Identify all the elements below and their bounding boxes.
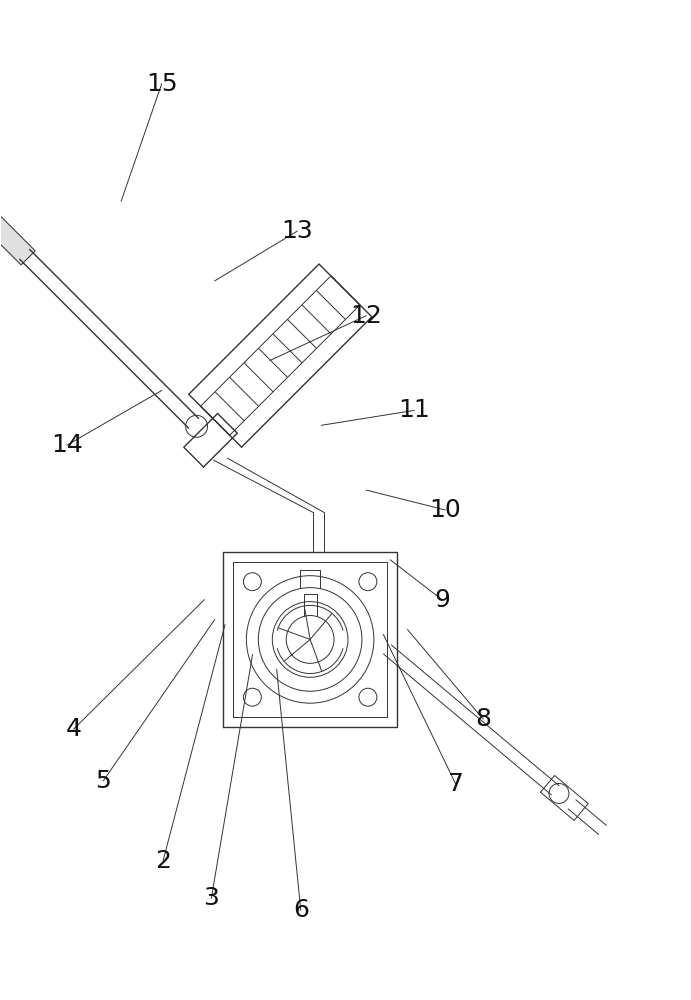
Text: 15: 15 xyxy=(146,72,178,96)
Text: 4: 4 xyxy=(66,717,82,741)
Text: 11: 11 xyxy=(399,398,430,422)
Text: 12: 12 xyxy=(350,304,382,328)
Text: 5: 5 xyxy=(95,769,111,793)
Text: 9: 9 xyxy=(434,588,450,612)
Text: 6: 6 xyxy=(293,898,309,922)
Polygon shape xyxy=(0,209,35,265)
Text: 8: 8 xyxy=(475,707,491,731)
Text: 14: 14 xyxy=(51,433,83,457)
Text: 10: 10 xyxy=(429,498,461,522)
Text: 3: 3 xyxy=(203,886,219,910)
Text: 2: 2 xyxy=(155,849,171,873)
Text: 7: 7 xyxy=(448,772,464,796)
Text: 13: 13 xyxy=(281,219,313,243)
